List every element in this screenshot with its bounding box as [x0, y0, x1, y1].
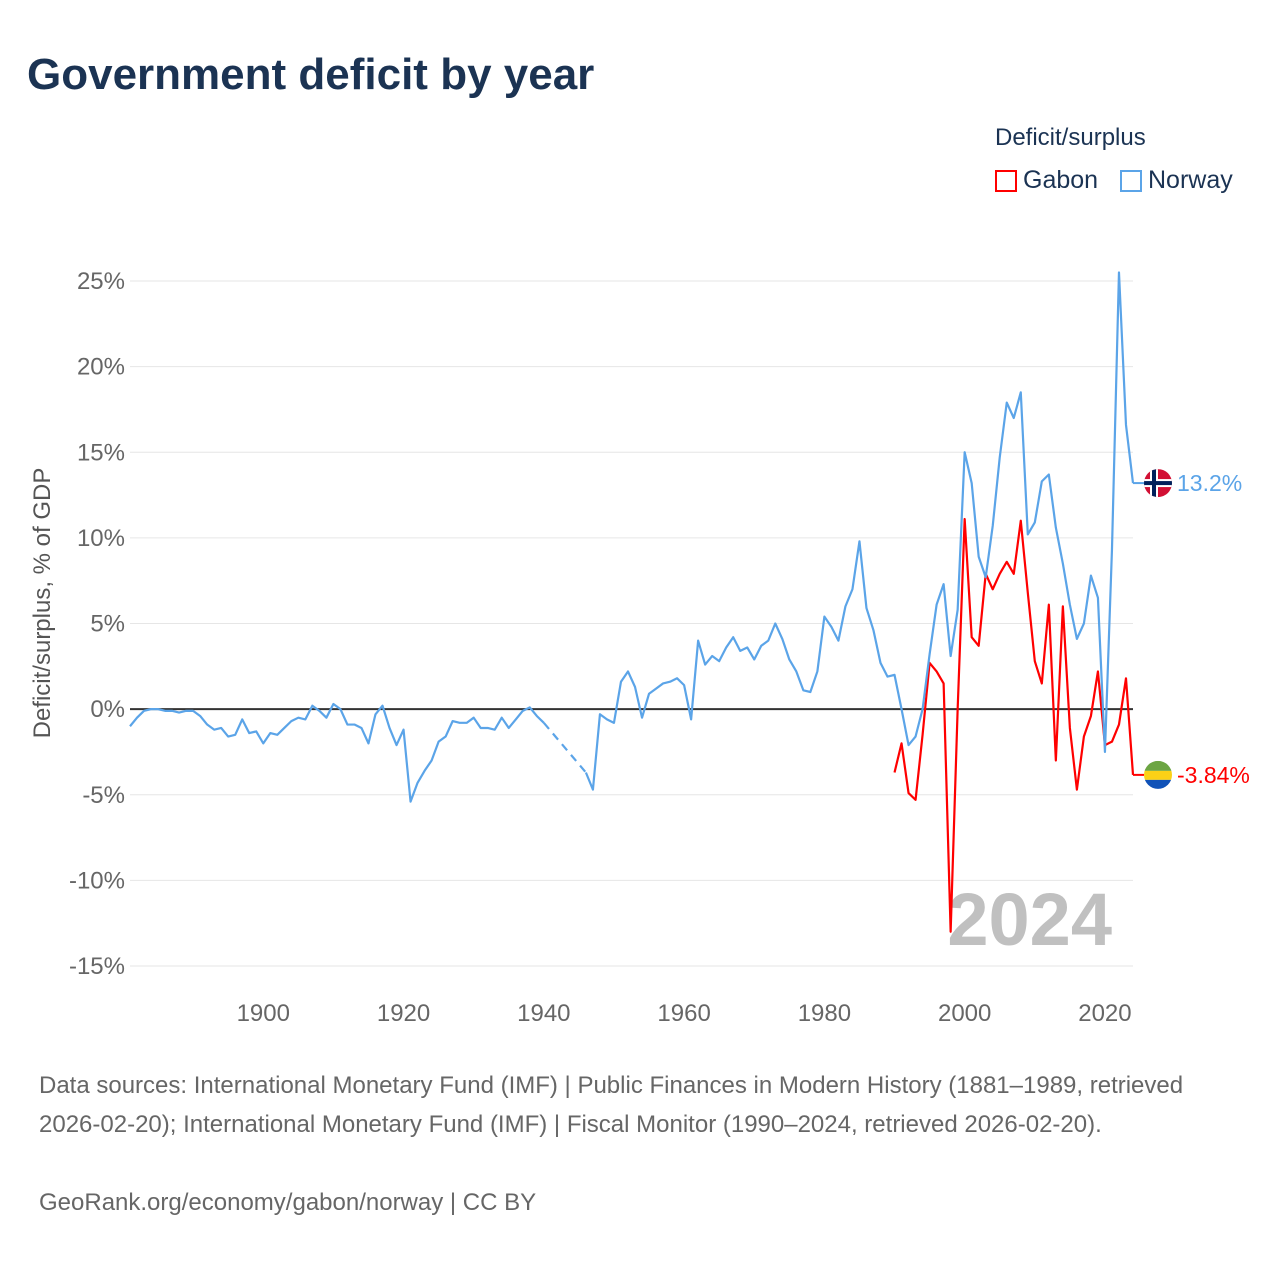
legend-title: Deficit/surplus — [995, 124, 1146, 151]
y-axis-label: Deficit/surplus, % of GDP — [29, 468, 56, 739]
year-overlay: 2024 — [947, 878, 1112, 961]
y-tick-label: 15% — [77, 439, 125, 466]
legend-label-gabon: Gabon — [1023, 166, 1099, 194]
x-tick-label: 1960 — [657, 1000, 710, 1027]
legend-swatch-norway — [1120, 169, 1142, 192]
y-tick-label: 5% — [90, 611, 125, 638]
series-gap-norway — [542, 722, 587, 774]
chart-svg: 2024 -15% -10% -5% 0% 5% 10% 15% 20% 25% 1900 1920… — [29, 268, 1250, 1027]
y-tick-label: 0% — [90, 696, 125, 723]
x-tick-label: 1980 — [798, 1000, 851, 1027]
flag-icon-gabon — [1144, 760, 1172, 789]
y-tick-label: -5% — [82, 782, 125, 809]
x-tick-label: 2020 — [1078, 1000, 1131, 1027]
end-label-norway: 13.2% — [1177, 470, 1242, 496]
y-tick-label: -15% — [69, 953, 125, 980]
x-tick-label: 1940 — [517, 1000, 570, 1027]
series-line-norway[interactable] — [584, 271, 1135, 791]
x-tick-label: 1900 — [237, 1000, 290, 1027]
series-line-gabon[interactable] — [893, 517, 1135, 933]
x-tick-label: 2000 — [938, 1000, 991, 1027]
footer-credit[interactable]: GeoRank.org/economy/gabon/norway | CC BY — [39, 1189, 537, 1216]
y-tick-label: 25% — [77, 268, 125, 295]
legend-item-norway[interactable]: Norway — [1120, 166, 1233, 195]
legend-swatch-gabon — [995, 169, 1017, 192]
y-tick-label: 20% — [77, 354, 125, 381]
chart-title: Government deficit by year — [27, 50, 595, 99]
y-tick-label: 10% — [77, 525, 125, 552]
legend-item-gabon[interactable]: Gabon — [995, 166, 1098, 195]
footer-sources: Data sources: International Monetary Fun… — [39, 1072, 1184, 1138]
end-label-gabon: -3.84% — [1177, 762, 1250, 788]
legend-label-norway: Norway — [1148, 166, 1233, 194]
series-line-norway[interactable] — [129, 702, 545, 803]
flag-icon-norway — [1144, 469, 1172, 498]
x-tick-label: 1920 — [377, 1000, 430, 1027]
y-tick-label: -10% — [69, 867, 125, 894]
